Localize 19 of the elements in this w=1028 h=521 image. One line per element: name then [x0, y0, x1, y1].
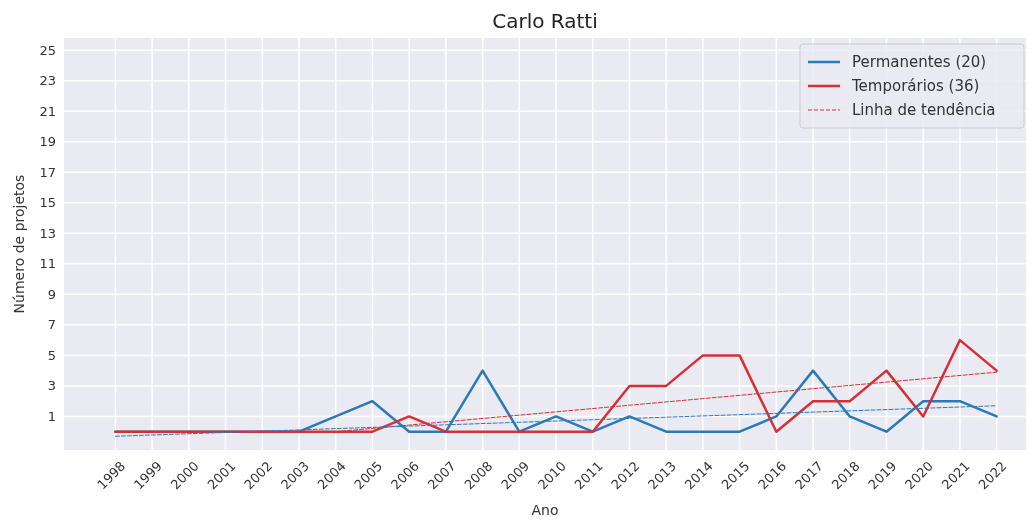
x-axis-title: Ano — [531, 502, 559, 518]
y-axis-title: Número de projetos — [11, 174, 27, 314]
y-tick-label: 5 — [47, 347, 56, 363]
y-tick-label: 13 — [39, 225, 56, 241]
y-tick-label: 19 — [39, 134, 56, 150]
y-tick-label: 23 — [39, 73, 56, 89]
y-tick-label: 3 — [47, 378, 56, 394]
y-tick-label: 7 — [47, 317, 56, 333]
legend-label: Temporários (36) — [851, 77, 980, 95]
y-tick-label: 25 — [39, 42, 56, 58]
legend-label: Linha de tendência — [852, 101, 996, 119]
y-tick-label: 11 — [39, 256, 56, 272]
y-tick-label: 21 — [39, 103, 56, 119]
legend-label: Permanentes (20) — [852, 53, 987, 71]
chart-title: Carlo Ratti — [492, 9, 598, 33]
y-tick-label: 17 — [39, 164, 56, 180]
y-tick-label: 9 — [47, 286, 56, 302]
y-tick-label: 1 — [47, 408, 56, 424]
y-tick-label: 15 — [39, 195, 56, 211]
